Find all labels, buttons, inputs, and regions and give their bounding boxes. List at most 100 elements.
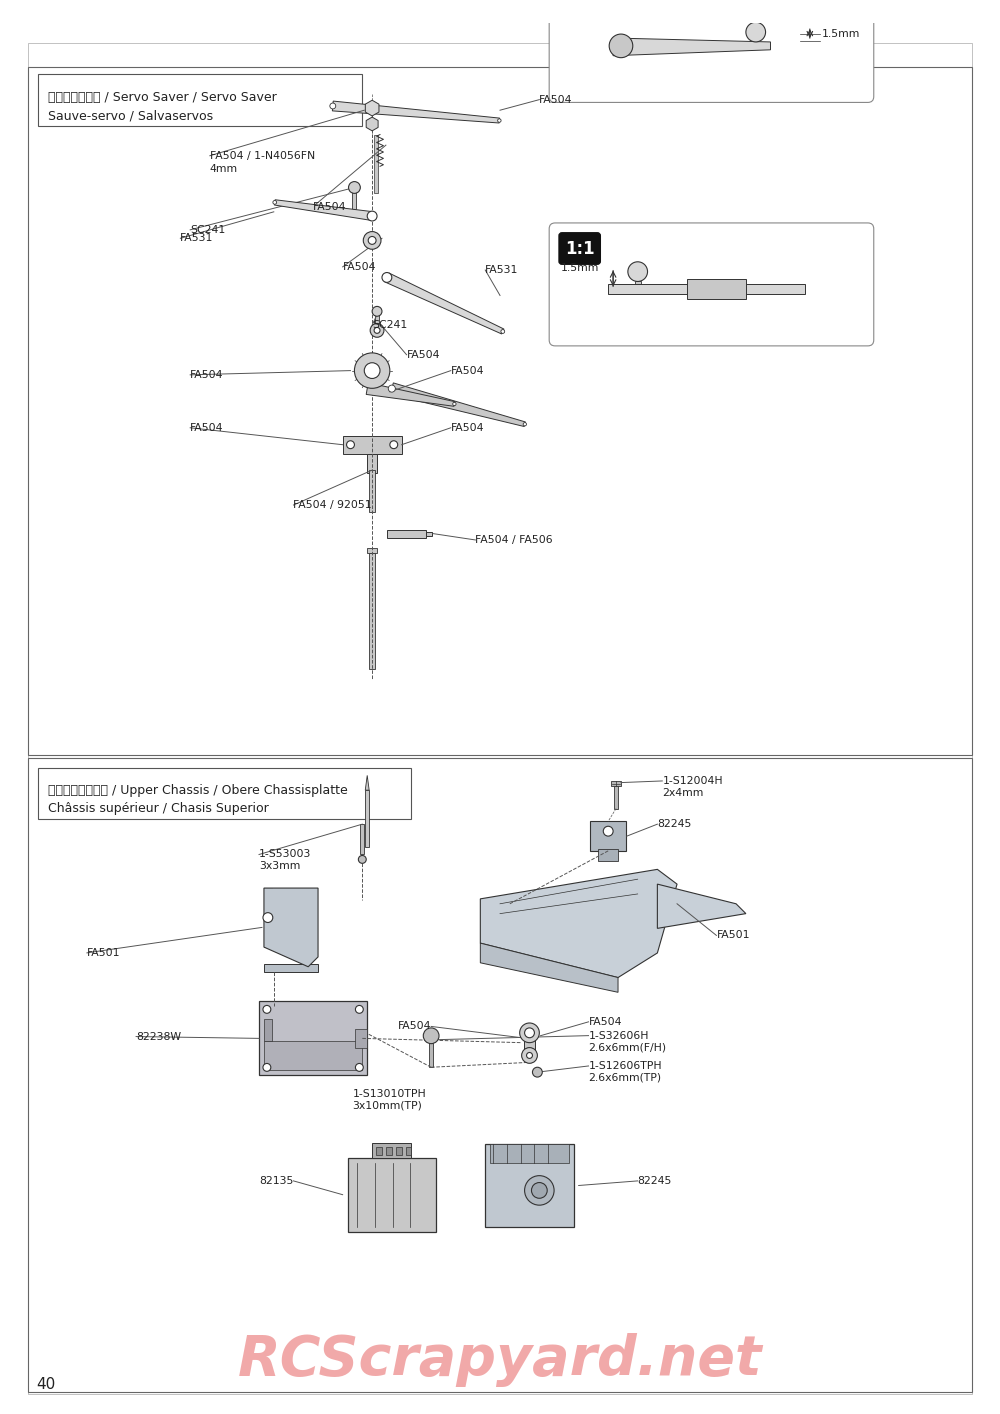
Circle shape <box>525 1028 534 1038</box>
Bar <box>360 824 364 854</box>
Circle shape <box>367 211 377 221</box>
Bar <box>490 1144 569 1164</box>
Polygon shape <box>365 775 369 790</box>
Bar <box>38 75 362 126</box>
Text: 2x4mm: 2x4mm <box>662 788 704 797</box>
Bar <box>367 454 377 474</box>
Bar <box>343 436 402 454</box>
Circle shape <box>355 1005 363 1014</box>
Text: FA504: FA504 <box>343 262 376 271</box>
Circle shape <box>372 307 382 317</box>
Circle shape <box>498 119 501 122</box>
Circle shape <box>609 34 633 58</box>
Circle shape <box>603 826 613 836</box>
Text: 3x10mm(TP): 3x10mm(TP) <box>352 1100 422 1110</box>
Text: 40: 40 <box>36 1377 55 1391</box>
Circle shape <box>263 1063 271 1072</box>
FancyBboxPatch shape <box>559 0 600 21</box>
Circle shape <box>364 363 380 379</box>
Text: FA531: FA531 <box>485 264 519 276</box>
Bar <box>352 182 356 209</box>
Text: 1.5mm: 1.5mm <box>822 30 860 40</box>
Text: FA504 / 92051: FA504 / 92051 <box>293 501 372 510</box>
Bar <box>38 768 411 819</box>
Text: 1-S53003: 1-S53003 <box>259 850 311 860</box>
Text: 1-S12004H: 1-S12004H <box>662 776 723 786</box>
Text: FA501: FA501 <box>87 947 120 957</box>
Polygon shape <box>264 888 318 967</box>
Text: FA531: FA531 <box>180 233 214 243</box>
Text: 3x3mm: 3x3mm <box>259 861 300 871</box>
Circle shape <box>358 855 366 864</box>
Text: サーボセイバー / Servo Saver / Servo Saver: サーボセイバー / Servo Saver / Servo Saver <box>48 92 276 105</box>
Text: 82238W: 82238W <box>136 1032 181 1042</box>
Bar <box>429 1036 433 1068</box>
Bar <box>28 758 972 1393</box>
Text: FA504: FA504 <box>539 95 573 105</box>
Polygon shape <box>390 383 525 427</box>
Polygon shape <box>366 383 455 406</box>
Polygon shape <box>687 280 746 300</box>
Bar <box>375 310 379 331</box>
Polygon shape <box>274 199 373 221</box>
Bar <box>611 781 621 786</box>
Text: FA504: FA504 <box>451 366 484 376</box>
Bar <box>396 1147 402 1155</box>
Bar <box>264 1018 272 1041</box>
Bar <box>259 1001 367 1075</box>
Bar <box>614 786 618 809</box>
Text: RCScrapyard.net: RCScrapyard.net <box>238 1333 762 1387</box>
Circle shape <box>370 324 384 338</box>
Text: FA504: FA504 <box>589 1017 622 1027</box>
Polygon shape <box>657 884 746 929</box>
Bar <box>426 532 432 536</box>
Bar <box>387 530 426 537</box>
Circle shape <box>453 403 456 406</box>
Circle shape <box>263 912 273 922</box>
Polygon shape <box>608 284 805 294</box>
Circle shape <box>501 329 505 334</box>
Bar <box>369 469 375 512</box>
Polygon shape <box>365 100 379 116</box>
Polygon shape <box>385 273 504 334</box>
Circle shape <box>520 1022 539 1042</box>
Circle shape <box>374 328 380 334</box>
Text: FA504 / FA506: FA504 / FA506 <box>475 534 553 544</box>
Circle shape <box>347 441 354 448</box>
Circle shape <box>531 1182 547 1198</box>
Circle shape <box>263 1005 271 1014</box>
Bar <box>348 1158 436 1232</box>
Circle shape <box>363 232 381 249</box>
Circle shape <box>390 441 398 448</box>
Circle shape <box>349 181 360 194</box>
Text: FA504: FA504 <box>190 423 224 433</box>
Text: Châssis supérieur / Chasis Superior: Châssis supérieur / Chasis Superior <box>48 802 268 814</box>
Text: FA504: FA504 <box>451 423 484 433</box>
Bar <box>386 1147 392 1155</box>
Text: 2.6x6mm(F/H): 2.6x6mm(F/H) <box>589 1042 667 1052</box>
Bar <box>406 1147 411 1155</box>
Text: 2.6x6mm(TP): 2.6x6mm(TP) <box>589 1073 662 1083</box>
Circle shape <box>354 354 390 389</box>
Text: FA504 / 1-N4056FN: FA504 / 1-N4056FN <box>210 151 315 161</box>
FancyBboxPatch shape <box>559 233 600 264</box>
Text: 1-S32606H: 1-S32606H <box>589 1031 649 1041</box>
Text: 82135: 82135 <box>259 1176 293 1186</box>
Circle shape <box>527 1052 532 1059</box>
Bar <box>367 547 377 553</box>
Text: 1.5mm: 1.5mm <box>561 263 599 273</box>
Text: FA504: FA504 <box>407 349 440 359</box>
Text: 1:1: 1:1 <box>565 239 594 257</box>
Circle shape <box>523 423 526 426</box>
Circle shape <box>368 236 376 245</box>
Text: SC241: SC241 <box>372 320 407 329</box>
Circle shape <box>330 103 336 109</box>
Polygon shape <box>480 870 677 977</box>
Bar <box>372 1143 411 1158</box>
Text: FA504: FA504 <box>313 202 347 212</box>
Text: SC241: SC241 <box>190 225 225 235</box>
Bar <box>590 822 626 851</box>
Bar <box>376 1147 382 1155</box>
Circle shape <box>384 274 390 280</box>
Circle shape <box>273 201 277 204</box>
